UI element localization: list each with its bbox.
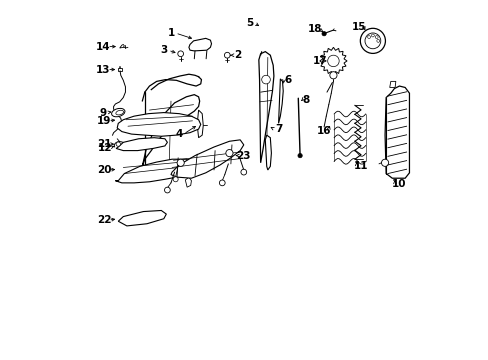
Text: 5: 5 xyxy=(246,18,253,28)
Text: 16: 16 xyxy=(316,126,331,135)
Ellipse shape xyxy=(111,108,124,117)
Text: 7: 7 xyxy=(274,124,282,134)
Circle shape xyxy=(297,153,302,158)
Polygon shape xyxy=(120,44,124,48)
Circle shape xyxy=(116,142,120,146)
Circle shape xyxy=(321,32,325,36)
Circle shape xyxy=(164,187,170,193)
Polygon shape xyxy=(185,177,191,187)
Text: 21: 21 xyxy=(97,139,111,149)
Circle shape xyxy=(224,52,230,58)
Polygon shape xyxy=(258,51,273,163)
Circle shape xyxy=(364,33,380,49)
Text: 18: 18 xyxy=(307,24,322,35)
Polygon shape xyxy=(319,47,346,75)
Circle shape xyxy=(360,28,385,53)
Circle shape xyxy=(329,72,336,79)
Polygon shape xyxy=(118,68,122,71)
Text: 8: 8 xyxy=(302,95,309,105)
Circle shape xyxy=(173,177,178,182)
Text: 22: 22 xyxy=(97,215,111,225)
Text: 2: 2 xyxy=(233,50,241,60)
Text: 1: 1 xyxy=(167,28,174,38)
Polygon shape xyxy=(115,159,195,183)
Polygon shape xyxy=(117,113,201,136)
Circle shape xyxy=(376,40,379,42)
Text: 6: 6 xyxy=(284,75,291,85)
Circle shape xyxy=(219,180,224,186)
Polygon shape xyxy=(197,110,203,138)
Text: 12: 12 xyxy=(98,143,112,153)
Circle shape xyxy=(177,159,184,166)
Text: 9: 9 xyxy=(99,108,106,118)
Polygon shape xyxy=(188,39,211,51)
Text: 20: 20 xyxy=(97,165,111,175)
Text: 10: 10 xyxy=(391,179,406,189)
Circle shape xyxy=(374,36,377,39)
Circle shape xyxy=(241,169,246,175)
Ellipse shape xyxy=(116,110,123,115)
Polygon shape xyxy=(384,86,408,178)
Polygon shape xyxy=(118,211,166,226)
Circle shape xyxy=(327,55,339,67)
Text: 17: 17 xyxy=(313,56,327,66)
Text: 14: 14 xyxy=(95,42,110,51)
Circle shape xyxy=(225,149,233,157)
Polygon shape xyxy=(265,135,271,170)
Text: 19: 19 xyxy=(97,116,111,126)
Text: 11: 11 xyxy=(353,161,367,171)
Text: 15: 15 xyxy=(351,22,366,32)
Text: 4: 4 xyxy=(175,129,183,139)
Circle shape xyxy=(178,51,183,57)
Circle shape xyxy=(367,36,370,39)
Polygon shape xyxy=(389,81,395,87)
Circle shape xyxy=(381,159,388,166)
Text: 3: 3 xyxy=(160,45,167,55)
Polygon shape xyxy=(171,140,244,178)
Circle shape xyxy=(261,75,270,84)
Text: 23: 23 xyxy=(236,150,250,161)
Text: 13: 13 xyxy=(95,64,110,75)
Polygon shape xyxy=(142,95,199,166)
Polygon shape xyxy=(278,79,283,123)
Circle shape xyxy=(371,34,373,37)
Polygon shape xyxy=(116,138,167,150)
